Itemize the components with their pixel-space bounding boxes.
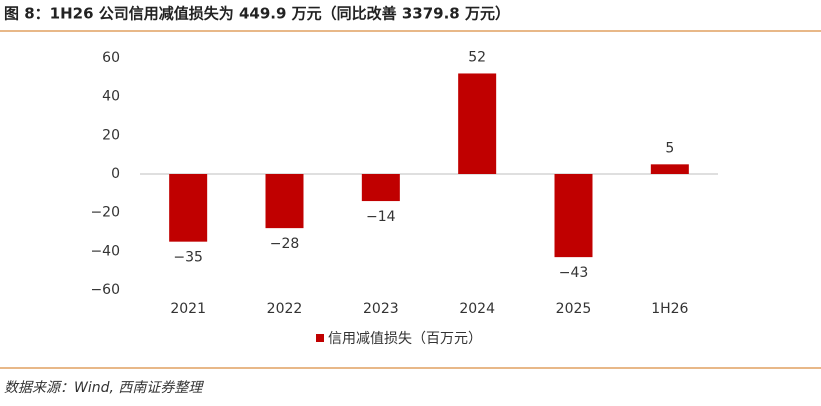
x-tick-label: 2022 [267, 301, 303, 317]
y-tick-label: 40 [102, 89, 120, 105]
data-label: 52 [468, 49, 486, 65]
y-tick-label: 0 [111, 166, 120, 182]
data-label: 5 [665, 140, 674, 156]
x-tick-label: 2024 [459, 301, 495, 317]
bar [265, 174, 304, 229]
data-label: −14 [366, 209, 396, 225]
data-label: −35 [173, 250, 203, 266]
chart-title: 图 8：1H26 公司信用减值损失为 449.9 万元（同比改善 3379.8 … [4, 5, 510, 23]
y-tick-label: −60 [90, 282, 120, 298]
source-note: 数据来源：Wind, 西南证券整理 [4, 380, 204, 396]
x-tick-label: 1H26 [651, 301, 688, 317]
bar [650, 164, 689, 174]
bar [554, 174, 593, 258]
y-tick-label: −20 [90, 205, 120, 221]
data-label: −28 [270, 236, 300, 252]
x-tick-label: 2025 [556, 301, 592, 317]
legend-swatch [316, 334, 324, 342]
x-tick-label: 2023 [363, 301, 399, 317]
y-tick-label: −40 [90, 243, 120, 259]
legend-label: 信用减值损失（百万元） [328, 331, 482, 347]
bar [361, 174, 400, 202]
y-tick-label: 60 [102, 50, 120, 66]
bar [458, 73, 497, 174]
x-tick-label: 2021 [170, 301, 206, 317]
y-tick-label: 20 [102, 127, 120, 143]
data-label: −43 [559, 265, 589, 281]
bar [169, 174, 208, 242]
